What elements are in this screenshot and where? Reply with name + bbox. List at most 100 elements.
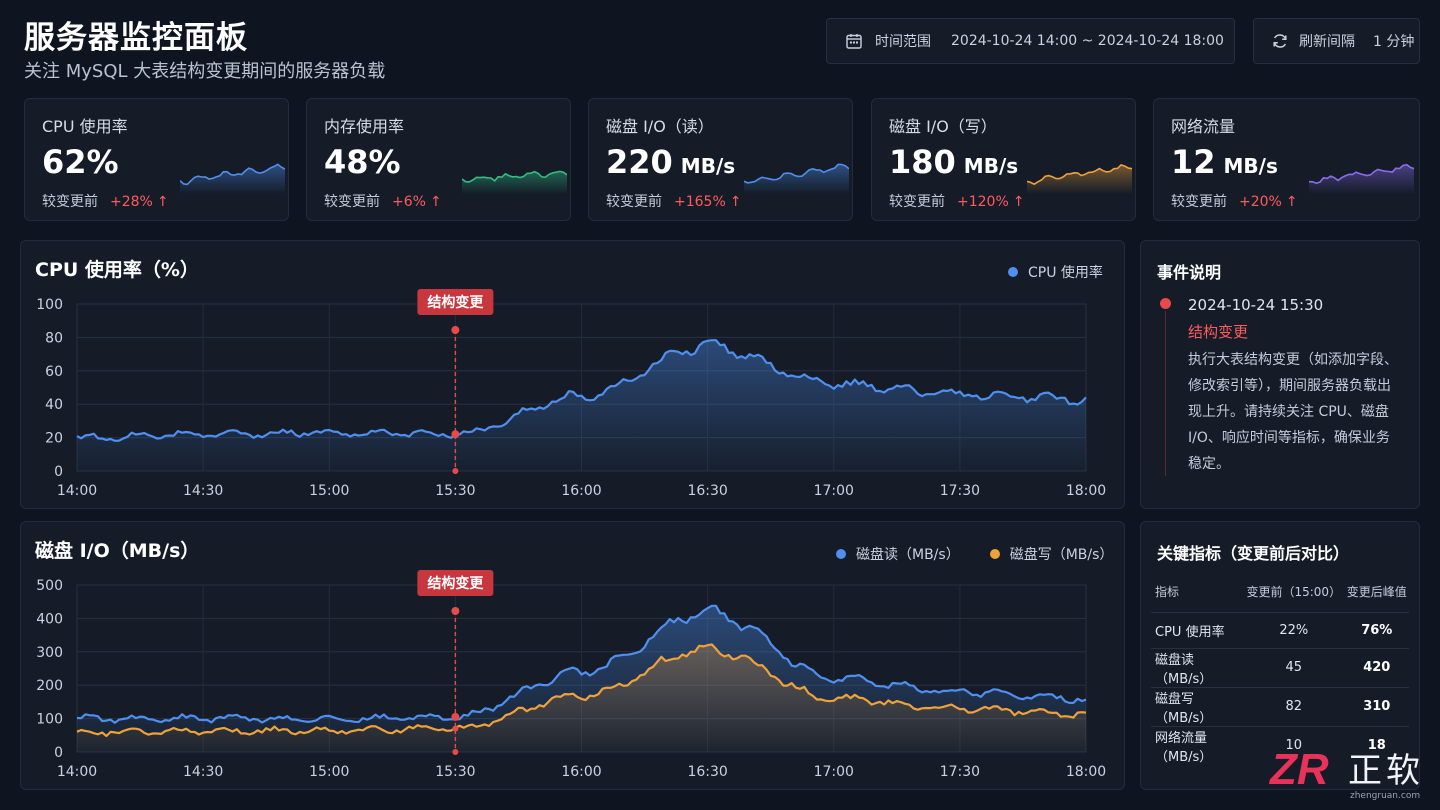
- cell-metric: 网络流量（MB/s）: [1155, 730, 1213, 765]
- y-tick-label: 500: [36, 578, 63, 594]
- arrow-up-icon: ↑: [1285, 194, 1298, 210]
- annotation-badge: [417, 570, 494, 596]
- event-name: 结构变更: [1188, 323, 1249, 341]
- event-panel-title: 事件说明: [1157, 263, 1222, 282]
- cell-peak: 310: [1344, 687, 1409, 727]
- y-tick-label: 20: [45, 431, 63, 447]
- event-time: 2024-10-24 15:30: [1188, 296, 1324, 314]
- annotation-label: 结构变更: [427, 575, 484, 592]
- refresh-icon: [1273, 34, 1287, 48]
- sparkline: [744, 163, 849, 194]
- metrics-panel: 关键指标（变更前后对比） 指标 变更前（15:00） 变更后峰值 CPU 使用率…: [1140, 521, 1420, 790]
- sparkline-area: [462, 171, 567, 194]
- cpu-legend: CPU 使用率: [1008, 262, 1103, 282]
- legend-label-read: 磁盘读（MB/s）: [856, 547, 960, 563]
- x-tick-label: 15:00: [309, 483, 349, 499]
- refresh-interval-picker[interactable]: 刷新间隔 1 分钟: [1253, 18, 1420, 64]
- x-tick-label: 14:30: [183, 483, 223, 499]
- y-tick-label: 0: [54, 745, 63, 761]
- series-area: [77, 644, 1086, 752]
- x-tick-label: 18:00: [1066, 483, 1106, 499]
- series-line: [76, 643, 1087, 738]
- legend-label-cpu: CPU 使用率: [1028, 265, 1103, 281]
- cpu-chart-panel: CPU 使用率（%） CPU 使用率 0 20 40 60 80 100 14:00 14:3…: [20, 240, 1125, 509]
- cell-peak: 76%: [1344, 612, 1409, 649]
- kpi-title: 磁盘 I/O（写）: [889, 117, 997, 136]
- annotation-dot-series: [451, 430, 460, 439]
- cell-metric: 磁盘读（MB/s）: [1151, 648, 1243, 688]
- cell-before: 22%: [1243, 612, 1345, 649]
- y-tick-label: 0: [54, 464, 63, 480]
- kpi-title: 内存使用率: [324, 117, 405, 136]
- y-tick-label: 100: [36, 712, 63, 728]
- kpi-card-disk-read: 磁盘 I/O（读） 220 MB/s 较变更前 +165% ↑: [588, 98, 853, 221]
- annotation-dot-top: [451, 607, 460, 615]
- watermark-logo: ZR 正软 zhengruan.com: [1268, 745, 1424, 801]
- x-tick-label: 14:30: [183, 764, 223, 780]
- metrics-header-row: 指标 变更前（15:00） 变更后峰值: [1151, 572, 1409, 613]
- legend-label-write: 磁盘写（MB/s）: [1009, 547, 1114, 563]
- annotation-dot-bottom: [452, 749, 459, 755]
- legend-dot-cpu: [1008, 267, 1018, 277]
- disk-chart-panel: 磁盘 I/O（MB/s） 磁盘读（MB/s） 磁盘写（MB/s） 0 100 200…: [20, 521, 1125, 790]
- arrow-up-icon: ↑: [1012, 194, 1025, 210]
- sparkline-line: [744, 163, 849, 184]
- time-range-value: 2024-10-24 14:00 ~ 2024-10-24 18:00: [951, 33, 1224, 49]
- x-tick-label: 15:00: [309, 764, 349, 780]
- y-tick-label: 40: [45, 397, 63, 413]
- cell-metric: 磁盘写（MB/s）: [1151, 687, 1243, 727]
- kpi-card-network: 网络流量 12 MB/s 较变更前 +20% ↑: [1153, 98, 1420, 221]
- series-line: [76, 604, 1087, 724]
- sparkline-line: [180, 163, 285, 186]
- table-row: 网络流量（MB/s） 10 18: [1151, 726, 1409, 765]
- y-tick-label: 400: [36, 611, 63, 627]
- arrow-up-icon: ↑: [729, 194, 742, 210]
- header-metric: 指标: [1151, 572, 1243, 613]
- kpi-value: 12 MB/s: [1171, 143, 1278, 181]
- annotation-badge: [417, 289, 494, 315]
- svg-text:zhengruan.com: zhengruan.com: [1350, 791, 1420, 801]
- time-range-picker[interactable]: 时间范围 2024-10-24 14:00 ~ 2024-10-24 18:00: [826, 18, 1235, 64]
- cell-before: 45: [1243, 648, 1345, 688]
- svg-text:正软: 正软: [1348, 751, 1424, 791]
- kpi-title: 磁盘 I/O（读）: [606, 117, 714, 136]
- refresh-label: 刷新间隔: [1299, 34, 1355, 50]
- disk-chart: 0 100 200 300 400 500 14:00 14:30 15:00 15:30 16:0…: [36, 570, 1106, 780]
- header-before: 变更前（15:00）: [1243, 572, 1345, 613]
- sparkline-line: [1309, 163, 1414, 185]
- cell-metric: CPU 使用率: [1151, 612, 1243, 649]
- kpi-card-memory: 内存使用率 48% 较变更前 +6% ↑: [306, 98, 571, 221]
- kpi-value: 180 MB/s: [889, 143, 1019, 181]
- kpi-value: 48%: [324, 143, 401, 181]
- time-range-label: 时间范围: [875, 34, 931, 50]
- arrow-up-icon: ↑: [156, 194, 169, 210]
- x-tick-label: 16:30: [687, 764, 727, 780]
- sparkline-line: [1027, 163, 1132, 186]
- cell-peak: 18: [1367, 738, 1386, 753]
- kpi-card-disk-write: 磁盘 I/O（写） 180 MB/s 较变更前 +120% ↑: [871, 98, 1136, 221]
- cpu-chart: 0 20 40 60 80 100 14:00 14:30 15:00 15:30 16:00 16:…: [36, 289, 1106, 499]
- table-row: 磁盘读（MB/s） 45 420: [1151, 648, 1409, 688]
- x-tick-label: 15:30: [435, 764, 475, 780]
- sparkline-area: [180, 164, 285, 194]
- annotation-label: 结构变更: [427, 294, 484, 311]
- kpi-value: 220 MB/s: [606, 143, 736, 181]
- series-line: [76, 339, 1087, 442]
- annotation-dot-bottom: [452, 468, 459, 474]
- kpi-title: 网络流量: [1171, 117, 1236, 136]
- disk-legend: 磁盘读（MB/s） 磁盘写（MB/s）: [836, 544, 1113, 564]
- sparkline: [1027, 163, 1132, 194]
- y-tick-label: 200: [36, 678, 63, 694]
- x-tick-label: 15:30: [435, 483, 475, 499]
- sparkline-line: [462, 170, 567, 183]
- kpi-title: CPU 使用率: [42, 117, 128, 136]
- sparkline: [180, 163, 285, 194]
- kpi-compare: 较变更前 +165% ↑: [606, 194, 742, 210]
- kpi-value: 62%: [42, 143, 119, 181]
- kpi-compare: 较变更前 +6% ↑: [324, 194, 442, 210]
- event-timeline: [1165, 311, 1166, 476]
- x-tick-label: 17:30: [940, 764, 980, 780]
- cpu-chart-title: CPU 使用率（%）: [35, 259, 199, 281]
- cell-before: 10: [1285, 738, 1303, 753]
- x-tick-label: 14:00: [57, 764, 97, 780]
